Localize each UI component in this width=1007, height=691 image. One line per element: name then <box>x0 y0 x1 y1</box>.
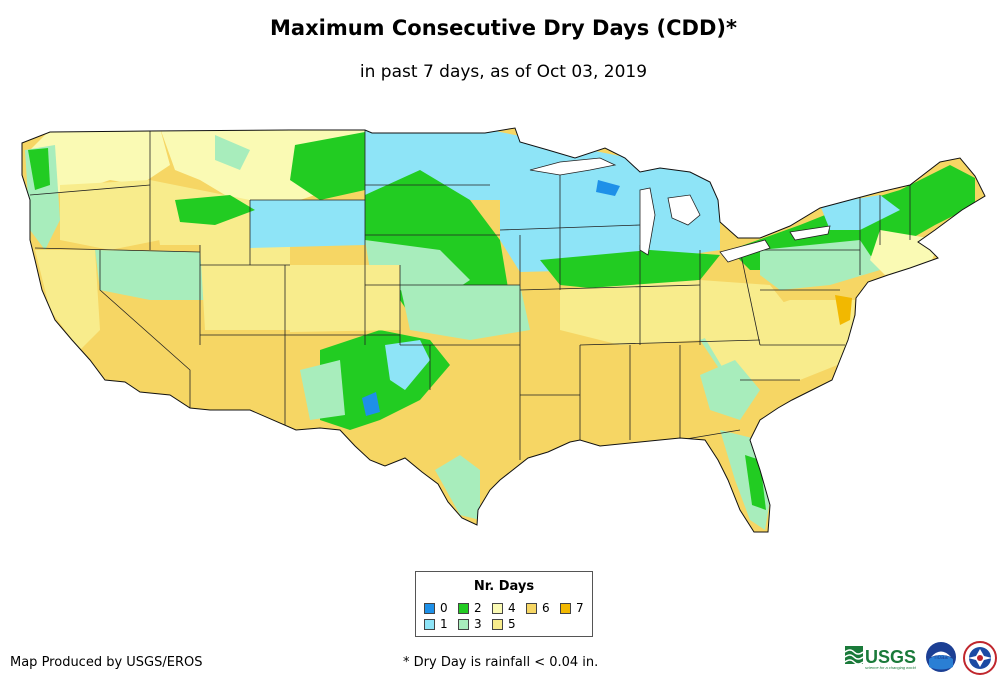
region-gulf-coast-day3 <box>700 360 760 420</box>
region-four-corners-day5 <box>285 265 400 332</box>
legend-swatch-1 <box>424 619 435 630</box>
region-new-york-day3 <box>760 240 880 290</box>
producer-credit: Map Produced by USGS/EROS <box>10 655 203 670</box>
usgs-wave-icon <box>845 646 864 665</box>
us-dry-days-map <box>21 127 986 533</box>
lake-superior <box>529 157 617 176</box>
noaa-logo: noaa <box>926 642 956 672</box>
legend-swatch-4 <box>492 603 503 614</box>
legend: Nr. Days 0 1 2 3 4 5 6 7 <box>415 571 593 637</box>
usgs-wordmark: USGS <box>865 647 916 667</box>
region-wyoming-day2 <box>175 195 255 225</box>
region-utah-day5 <box>200 245 290 330</box>
usgs-logo: USGS science for a changing world <box>845 646 916 670</box>
region-montana-day3 <box>215 135 250 170</box>
dry-day-footnote: * Dry Day is rainfall < 0.04 in. <box>403 655 599 670</box>
dry-days-regions <box>25 128 975 530</box>
legend-swatch-5 <box>492 619 503 630</box>
region-texas-day0 <box>362 392 380 416</box>
legend-swatch-3 <box>458 619 469 630</box>
legend-label-3: 3 <box>474 617 482 631</box>
region-pacific-coast-day2 <box>28 148 50 190</box>
region-northwest-day4 <box>30 128 170 195</box>
region-south-texas-day3 <box>435 455 480 520</box>
nws-logo <box>963 641 997 675</box>
region-carolinas-day5 <box>700 300 855 380</box>
lake-ontario <box>789 225 831 241</box>
region-new-england-day4 <box>870 230 940 275</box>
lake-michigan <box>639 187 656 256</box>
lake-erie <box>719 239 771 263</box>
legend-swatch-0 <box>424 603 435 614</box>
region-oregon-day5 <box>60 180 160 250</box>
map-title: Maximum Consecutive Dry Days (CDD)* <box>270 16 737 40</box>
region-montana-day2 <box>290 132 365 200</box>
region-texas-panhandle-day3 <box>300 360 345 420</box>
region-nevada-day3 <box>95 250 205 300</box>
legend-label-0: 0 <box>440 601 448 615</box>
usgs-tagline: science for a changing world <box>865 665 916 670</box>
legend-label-2: 2 <box>474 601 482 615</box>
legend-title: Nr. Days <box>473 579 535 594</box>
region-wyoming-day1 <box>250 200 365 248</box>
region-kansas-day3 <box>400 285 530 340</box>
legend-label-6: 6 <box>542 601 550 615</box>
region-oklahoma-day1 <box>385 340 430 390</box>
region-michigan-lake-day0 <box>596 180 620 196</box>
legend-label-1: 1 <box>440 617 448 631</box>
lake-huron <box>667 194 701 226</box>
legend-label-4: 4 <box>508 601 516 615</box>
legend-label-5: 5 <box>508 617 516 631</box>
legend-swatch-7 <box>560 603 571 614</box>
map-subtitle: in past 7 days, as of Oct 03, 2019 <box>359 62 648 82</box>
legend-swatch-6 <box>526 603 537 614</box>
noaa-wordmark: noaa <box>934 655 948 661</box>
region-california-day5 <box>35 250 100 350</box>
region-iowa-day2 <box>540 250 720 290</box>
legend-label-7: 7 <box>576 601 584 615</box>
region-mid-atlantic-day7 <box>835 295 852 325</box>
legend-swatch-2 <box>458 603 469 614</box>
region-arizona-day6 <box>190 330 295 430</box>
